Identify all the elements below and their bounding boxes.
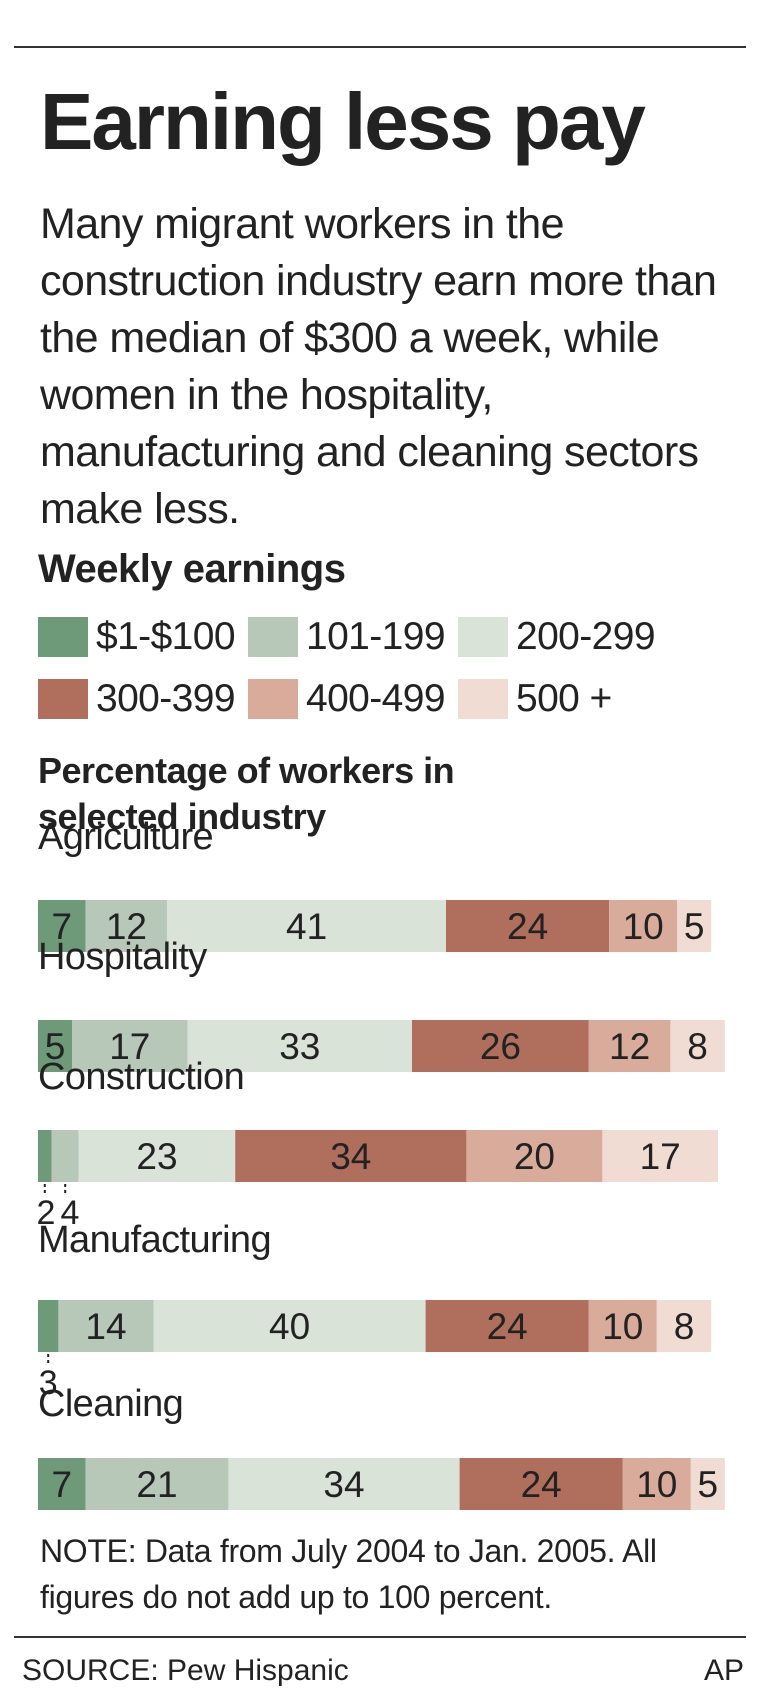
category-label: Cleaning xyxy=(38,1383,183,1425)
legend-item: 300-399 xyxy=(38,677,236,721)
bar-segment xyxy=(38,1300,59,1352)
data-label: 17 xyxy=(640,1136,681,1177)
data-label: 4 xyxy=(61,1194,80,1232)
data-label: 5 xyxy=(684,906,705,947)
legend-swatch xyxy=(458,679,508,719)
data-label: 8 xyxy=(687,1026,708,1067)
data-label: 17 xyxy=(109,1026,150,1067)
chart-subtitle: Many migrant workers in the construction… xyxy=(40,200,717,533)
category-label: Construction xyxy=(38,1056,244,1098)
data-label: 5 xyxy=(45,1026,66,1067)
data-label: 20 xyxy=(514,1136,555,1177)
legend-item: 400-499 xyxy=(248,677,446,721)
bar-segment xyxy=(235,1130,467,1182)
agency-credit: AP xyxy=(703,1654,744,1687)
bar-segment xyxy=(609,900,678,952)
bar-segment xyxy=(38,900,86,952)
legend-label: 101-199 xyxy=(306,615,446,658)
bar-segment xyxy=(412,1020,589,1072)
legend-item: 200-299 xyxy=(458,615,656,659)
data-label: 24 xyxy=(507,906,548,947)
bar-segment xyxy=(78,1130,236,1182)
category-label: Agriculture xyxy=(38,816,213,858)
bar-segment xyxy=(588,1300,657,1352)
legend: $1-$100 101-199 200-299 300-399 400-499 … xyxy=(38,615,738,745)
data-label: 34 xyxy=(323,1464,364,1505)
legend-item: 500 + xyxy=(458,677,612,721)
bar-segment xyxy=(690,1458,725,1510)
bar-segment xyxy=(38,1020,72,1072)
bar-segment xyxy=(656,1300,712,1352)
legend-label: 400-499 xyxy=(306,677,446,720)
bar-segment xyxy=(187,1020,412,1072)
data-label: 7 xyxy=(52,1464,73,1505)
bar-segment xyxy=(85,1458,229,1510)
legend-swatch xyxy=(248,617,298,657)
bar-segment xyxy=(670,1020,725,1072)
bar-segment xyxy=(459,1458,623,1510)
data-label: 33 xyxy=(279,1026,320,1067)
data-label: 24 xyxy=(487,1306,528,1347)
chart-title: Earning less pay xyxy=(40,77,646,166)
data-label: 8 xyxy=(674,1306,695,1347)
category-label: Manufacturing xyxy=(38,1219,271,1261)
legend-label: 300-399 xyxy=(96,677,236,720)
legend-label: $1-$100 xyxy=(96,615,236,658)
top-rule xyxy=(14,46,746,48)
bar-segment xyxy=(602,1130,718,1182)
bar-segment xyxy=(622,1458,691,1510)
legend-swatch xyxy=(458,617,508,657)
data-label: 2 xyxy=(37,1194,56,1232)
data-label: 21 xyxy=(136,1464,177,1505)
bar-segment xyxy=(228,1458,460,1510)
source-credit: SOURCE: Pew Hispanic xyxy=(22,1654,349,1687)
data-label: 12 xyxy=(106,906,147,947)
bar-segment xyxy=(446,900,610,952)
data-label: 10 xyxy=(602,1306,643,1347)
bar-segment xyxy=(58,1300,154,1352)
bar-segment xyxy=(85,900,168,952)
legend-swatch xyxy=(248,679,298,719)
data-label: 40 xyxy=(269,1306,310,1347)
data-label: 5 xyxy=(698,1464,719,1505)
bar-segment xyxy=(677,900,712,952)
data-label: 10 xyxy=(623,906,664,947)
bar-segment xyxy=(588,1020,671,1072)
bar-segment xyxy=(72,1020,188,1072)
legend-item: 101-199 xyxy=(248,615,446,659)
category-label: Hospitality xyxy=(38,936,207,978)
data-label: 23 xyxy=(136,1136,177,1177)
axis-label: Percentage of workers in selected indust… xyxy=(38,750,455,837)
footnote: NOTE: Data from July 2004 to Jan. 2005. … xyxy=(40,1533,657,1615)
data-label: 34 xyxy=(330,1136,371,1177)
bar-segment xyxy=(153,1300,426,1352)
legend-heading: Weekly earnings xyxy=(38,547,346,591)
footer-rule xyxy=(14,1636,746,1638)
bar-segment xyxy=(167,900,446,952)
legend-item: $1-$100 xyxy=(38,615,236,659)
data-label: 12 xyxy=(609,1026,650,1067)
bar-segment xyxy=(38,1458,86,1510)
data-label: 24 xyxy=(521,1464,562,1505)
bar-segment xyxy=(51,1130,79,1182)
data-label: 26 xyxy=(480,1026,521,1067)
data-label: 41 xyxy=(286,906,327,947)
legend-swatch xyxy=(38,617,88,657)
bar-segment xyxy=(425,1300,589,1352)
bar-segment xyxy=(466,1130,603,1182)
legend-label: 200-299 xyxy=(516,615,656,658)
bar-segment xyxy=(38,1130,52,1182)
legend-swatch xyxy=(38,679,88,719)
data-label: 14 xyxy=(85,1306,126,1347)
data-label: 10 xyxy=(636,1464,677,1505)
legend-label: 500 + xyxy=(516,677,612,720)
data-label: 7 xyxy=(52,906,73,947)
data-label: 3 xyxy=(39,1364,58,1402)
